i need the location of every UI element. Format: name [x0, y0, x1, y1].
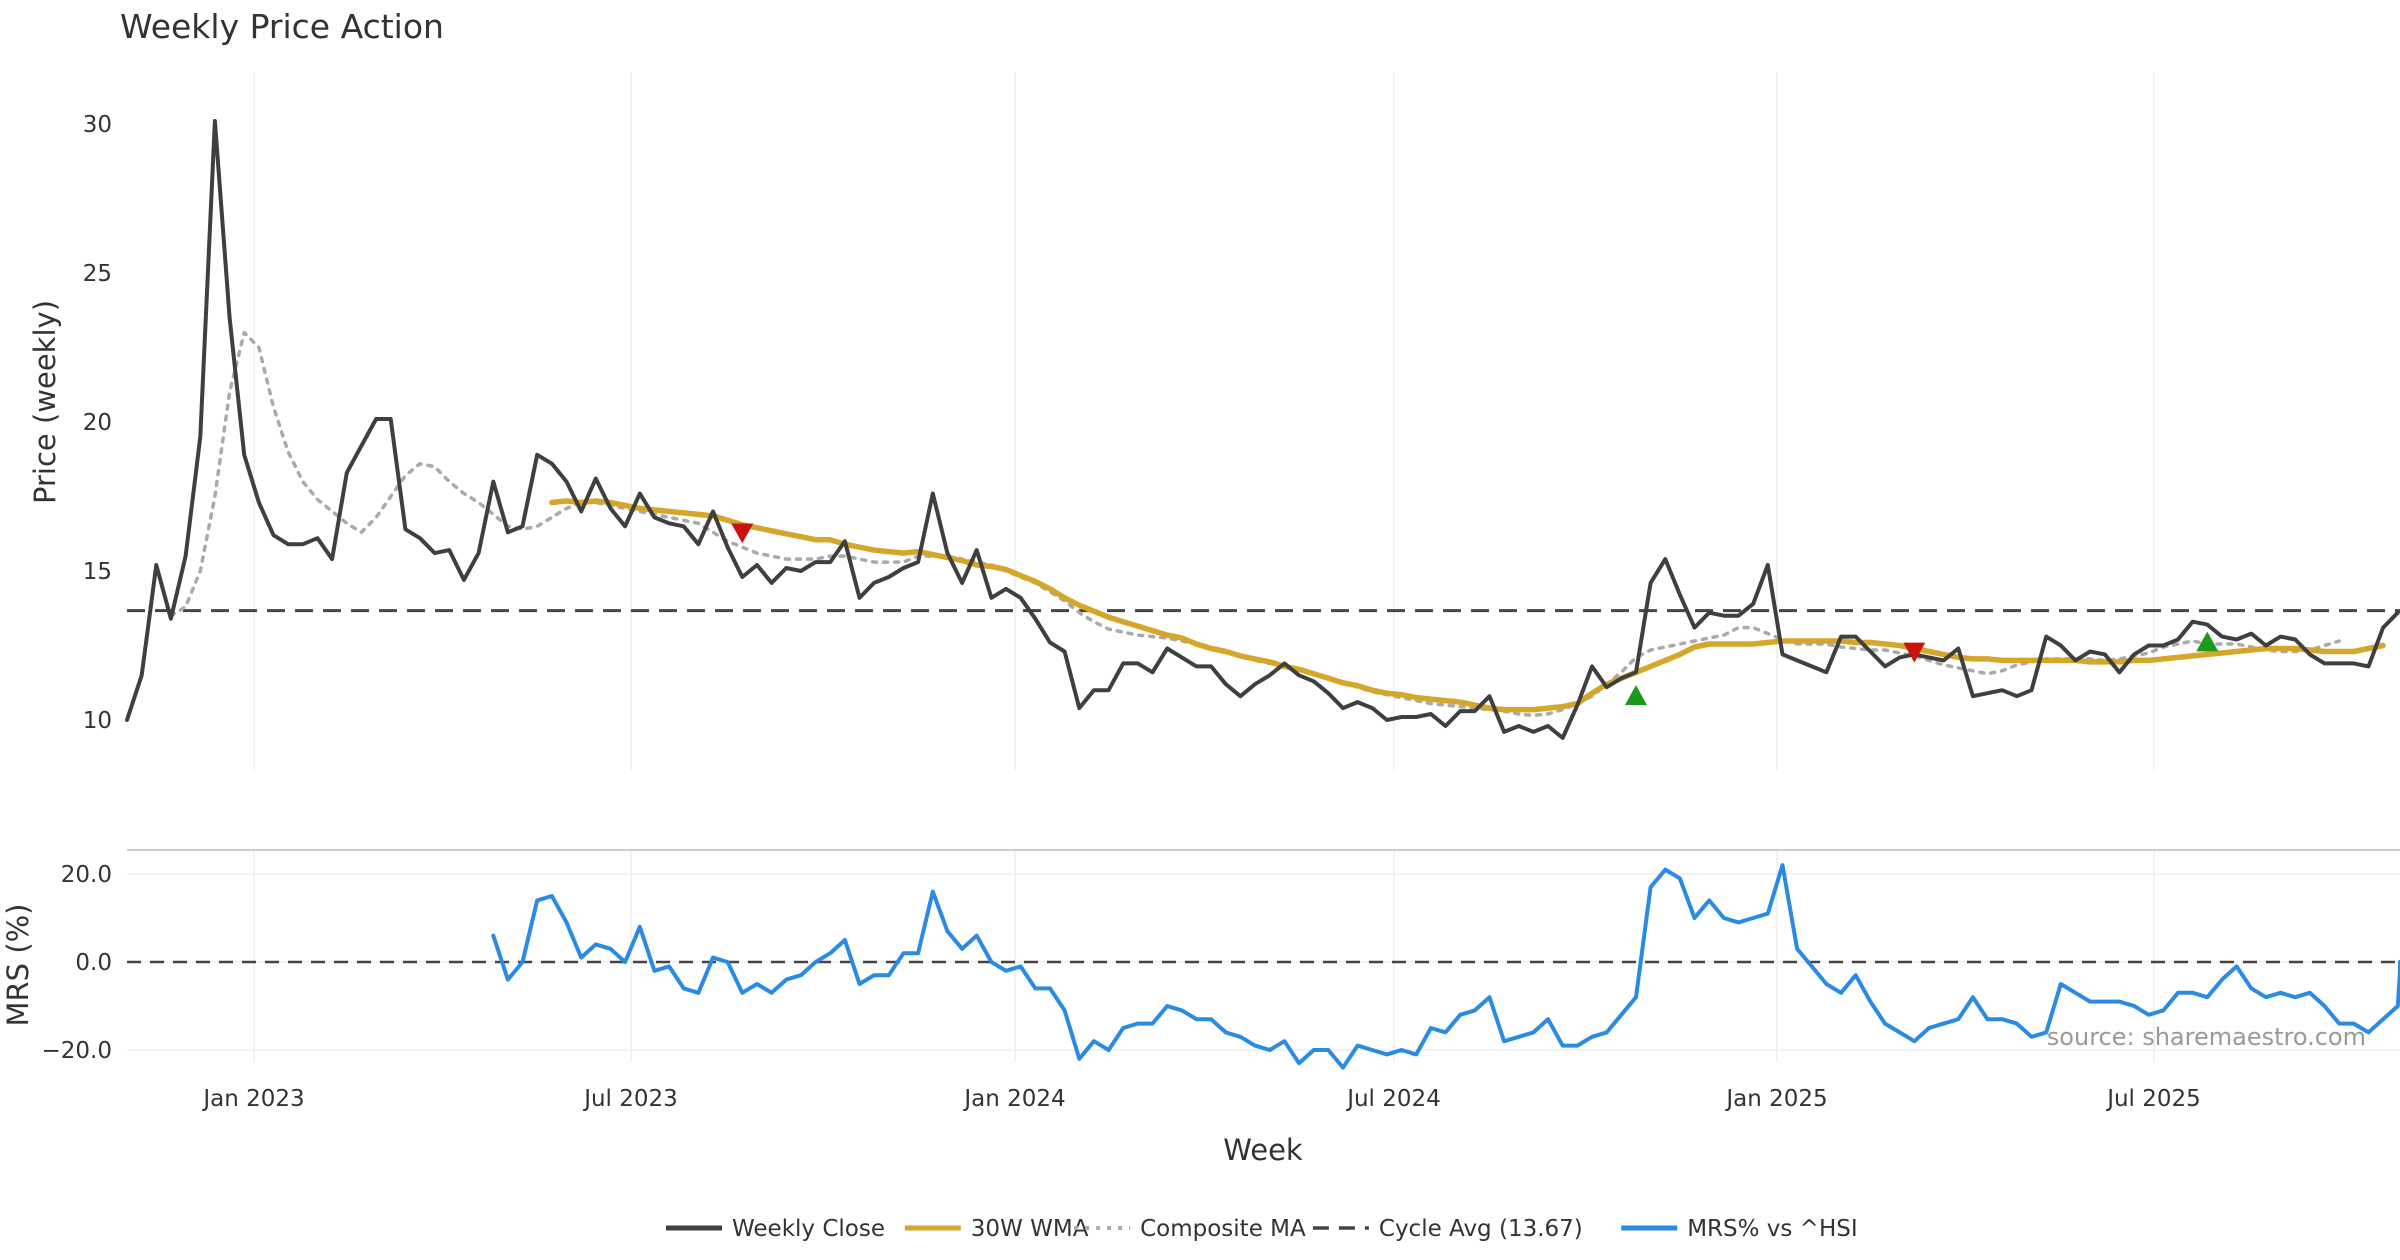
price-y-tick: 30 [83, 112, 112, 138]
x-tick: Jul 2023 [582, 1086, 678, 1112]
price-axis-label: Price (weekly) [28, 300, 62, 504]
legend: Weekly Close 30W WMA Composite MA Cycle Avg… [666, 1216, 1858, 1242]
chart-title: Weekly Price Action [120, 7, 444, 46]
series-layer [125, 119, 2400, 1070]
legend-label: Cycle Avg (13.67) [1379, 1216, 1583, 1242]
axis-ticks: 10 15 20 25 30 20.0 0.0 −20.0 Jan 2023 Jul 2023 Ja… [42, 112, 2201, 1112]
buy-signal-marker [1624, 685, 1647, 705]
sell-signal-marker [731, 523, 754, 544]
legend-label: Weekly Close [732, 1216, 885, 1242]
legend-item-composite-ma: Composite MA [1074, 1216, 1306, 1242]
buy-signal-marker [2196, 631, 2219, 652]
legend-label: Composite MA [1140, 1216, 1306, 1242]
x-tick: Jan 2024 [962, 1086, 1065, 1112]
mrs-vs-hsi-line [491, 863, 2400, 1070]
sell-signal-marker [1903, 642, 1926, 663]
price-y-tick: 25 [83, 261, 112, 287]
price-y-tick: 15 [83, 559, 112, 585]
mrs-y-tick: −20.0 [42, 1038, 112, 1064]
gridlines [127, 73, 2400, 1062]
legend-item-cycle-avg-13-67: Cycle Avg (13.67) [1312, 1216, 1583, 1242]
x-tick: Jul 2024 [1345, 1086, 1441, 1112]
30w-wma-line [549, 498, 2386, 713]
reference-lines [127, 609, 2400, 964]
legend-item-mrs-vs-hsi: MRS% vs ^HSI [1621, 1216, 1858, 1242]
mrs-axis-label: MRS (%) [1, 904, 35, 1027]
legend-item-weekly-close: Weekly Close [666, 1216, 885, 1242]
x-axis-label: Week [1223, 1133, 1303, 1167]
legend-label: MRS% vs ^HSI [1687, 1216, 1857, 1242]
mrs-y-tick: 20.0 [61, 862, 112, 888]
x-tick: Jan 2025 [1724, 1086, 1827, 1112]
mrs-y-tick: 0.0 [75, 950, 112, 976]
weekly-close-line [125, 119, 2400, 740]
x-tick: Jan 2023 [201, 1086, 304, 1112]
price-y-tick: 20 [83, 410, 112, 436]
legend-item-30w-wma: 30W WMA [904, 1216, 1089, 1242]
legend-label: 30W WMA [971, 1216, 1089, 1242]
price-y-tick: 10 [83, 708, 112, 734]
x-tick: Jul 2025 [2105, 1086, 2201, 1112]
signal-markers [731, 523, 2219, 705]
source-note: source: sharemaestro.com [2047, 1023, 2366, 1051]
